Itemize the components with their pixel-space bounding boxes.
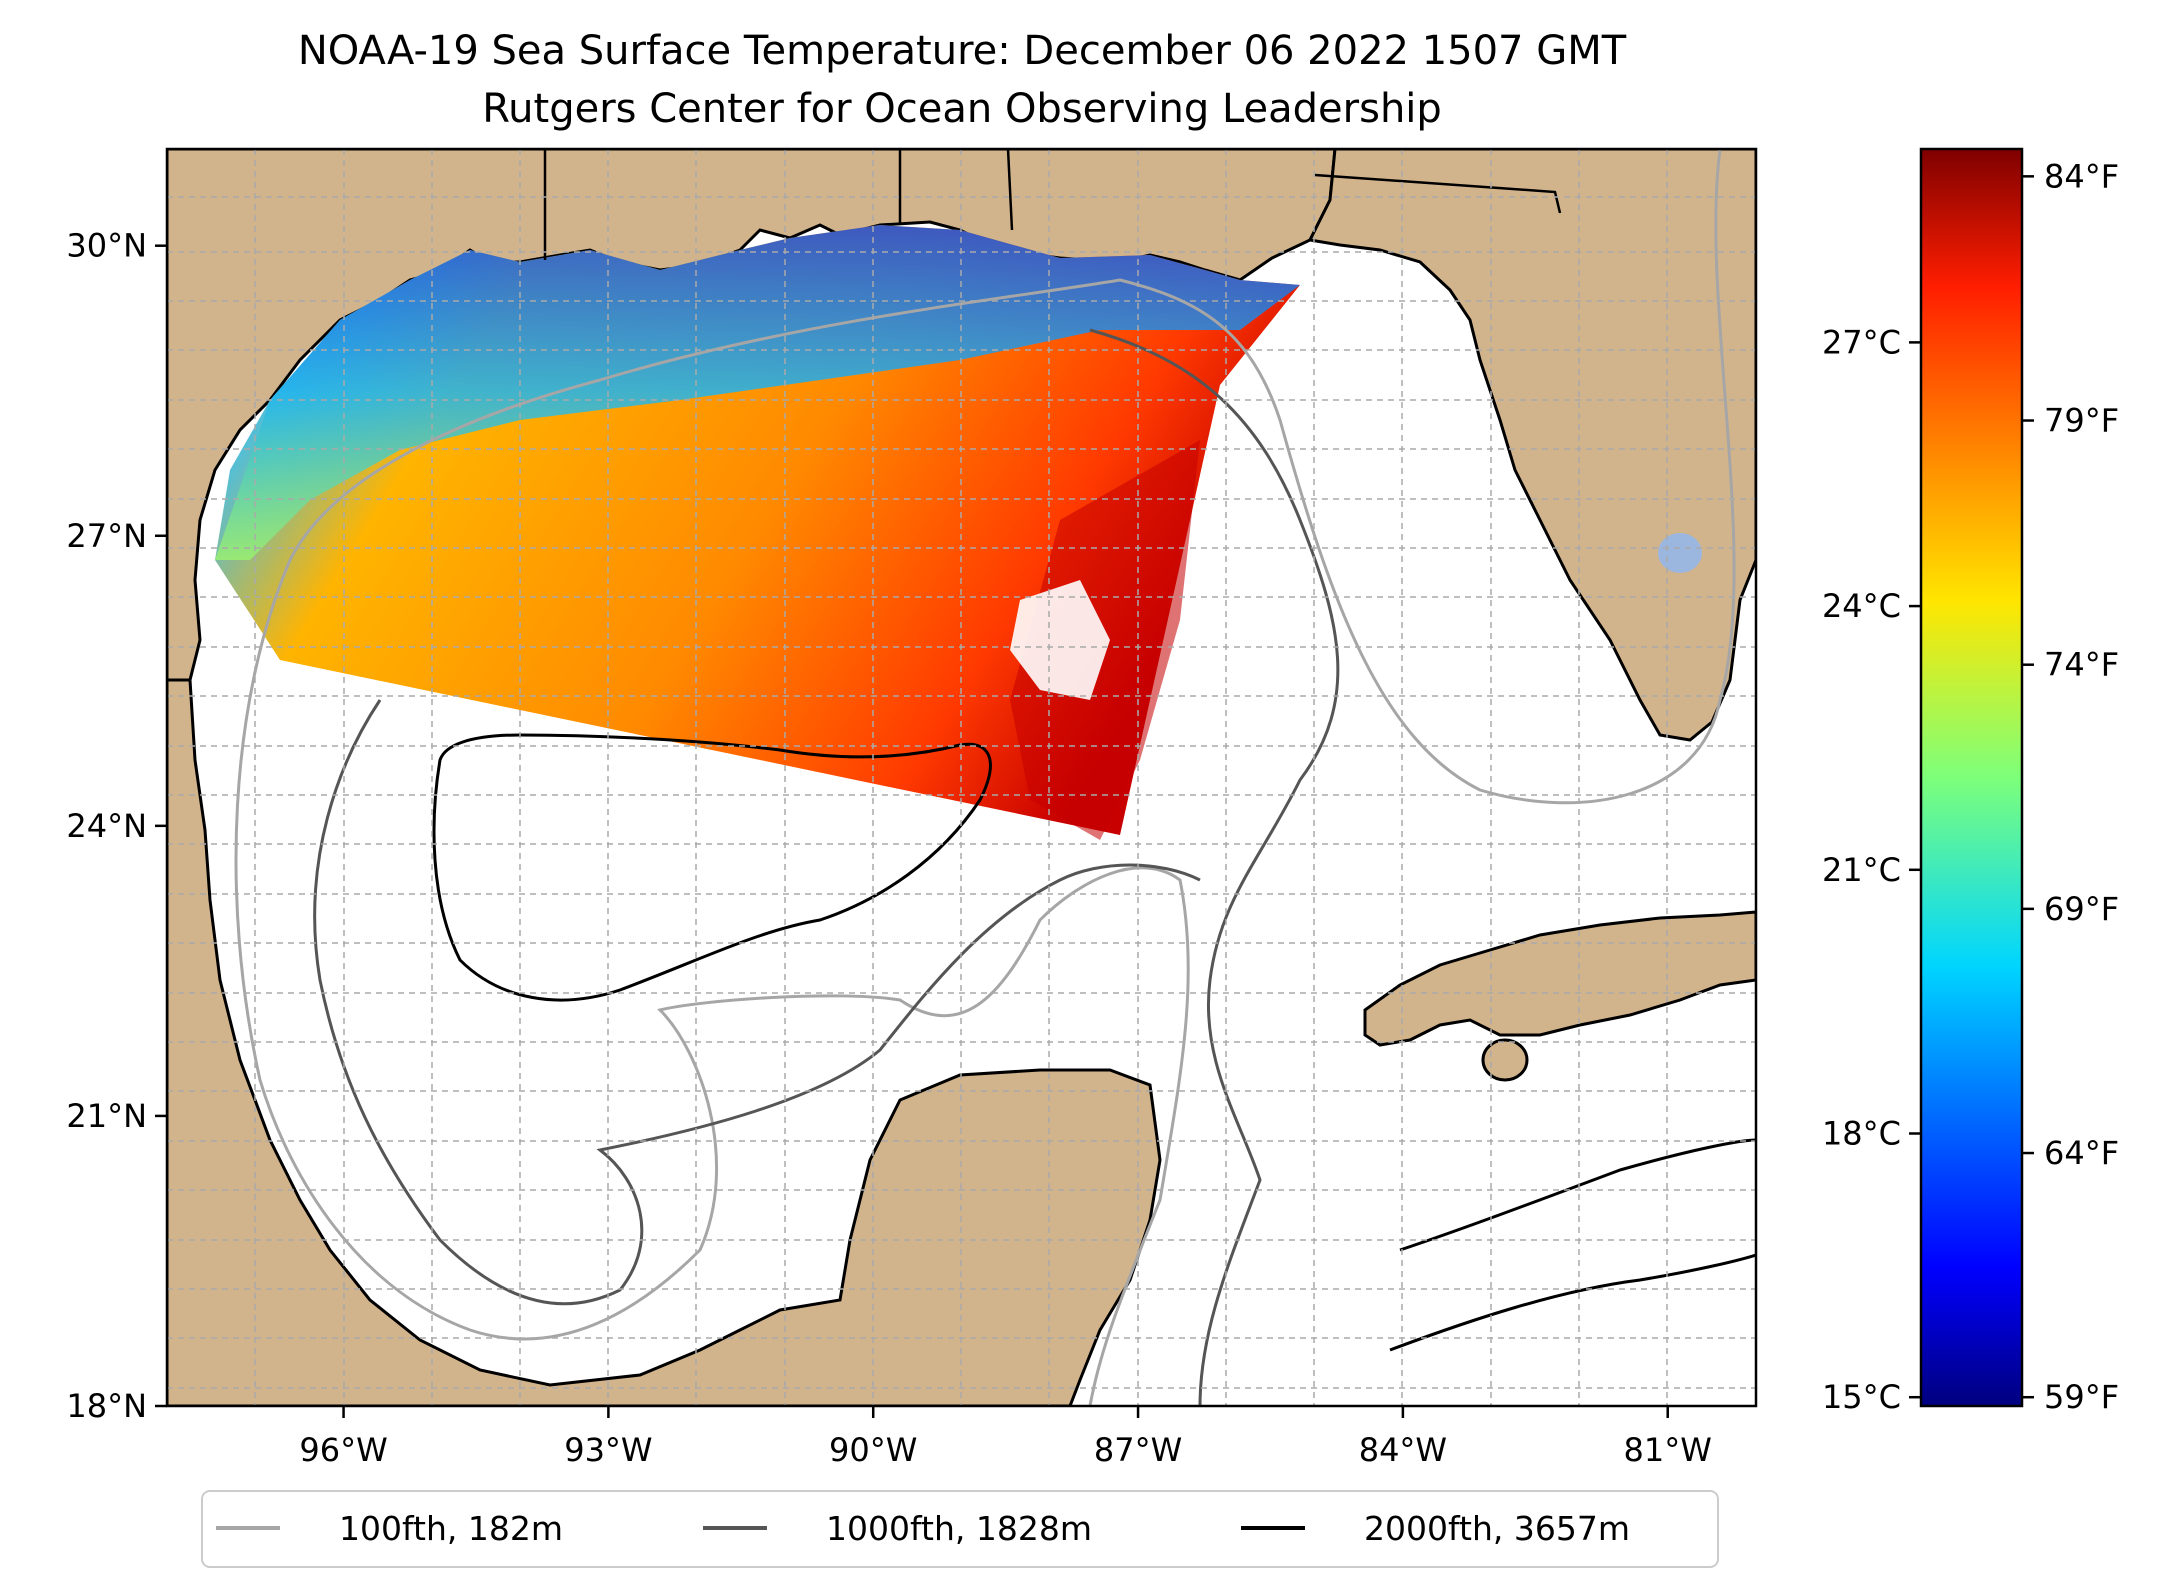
map-area [167,149,1756,1406]
x-tick-label: 96°W [299,1431,387,1469]
legend-label-1000fth: 1000fth, 1828m [826,1509,1092,1548]
colorbar-celsius-label: 24°C [1822,587,1901,625]
colorbar-celsius-label: 21°C [1822,851,1901,889]
colorbar-fahrenheit-label: 84°F [2044,157,2119,195]
lake-okeechobee [1658,533,1702,573]
isla-juventud-land [1481,1038,1529,1082]
colorbar-celsius-axis: 27°C 24°C 21°C 18°C 15°C [1822,323,1921,1416]
x-tick-label: 90°W [829,1431,917,1469]
y-tick-label: 21°N [66,1097,147,1135]
legend-label-2000fth: 2000fth, 3657m [1364,1509,1630,1548]
contour-1000fth [313,328,1340,1406]
florida-land [1307,149,1756,742]
y-axis: 30°N 27°N 24°N 21°N 18°N [66,227,167,1425]
legend-box [201,1490,1719,1568]
legend-label-100fth: 100fth, 182m [339,1509,563,1548]
map-frame [165,147,1758,1408]
chart-subtitle: Rutgers Center for Ocean Observing Leade… [482,86,1442,132]
sst-cloud-gap [1010,580,1110,700]
y-tick-label: 30°N [66,227,147,265]
colorbar-fahrenheit-label: 74°F [2044,646,2119,684]
x-tick-label: 81°W [1624,1431,1712,1469]
state-borders [543,149,1562,260]
x-tick-label: 93°W [564,1431,652,1469]
x-tick-label: 87°W [1094,1431,1182,1469]
colorbar-fahrenheit-label: 59°F [2044,1378,2119,1416]
colorbar-celsius-label: 18°C [1822,1115,1901,1153]
colorbar-celsius-label: 27°C [1822,323,1901,361]
y-tick-label: 18°N [66,1387,147,1425]
colorbar-fahrenheit-label: 64°F [2044,1134,2119,1172]
colorbar-fahrenheit-axis: 84°F 79°F 74°F 69°F 64°F 59°F [2022,157,2119,1416]
colorbar-celsius-label: 15°C [1822,1378,1901,1416]
contour-2000fth [432,733,1756,1352]
colorbar-fahrenheit-label: 79°F [2044,402,2119,440]
y-tick-label: 27°N [66,517,147,555]
colorbar-fahrenheit-label: 69°F [2044,890,2119,928]
gridlines [167,149,1756,1406]
sst-cold-coastal-band [215,225,1300,560]
x-axis: 96°W 93°W 90°W 87°W 84°W 81°W [299,1406,1712,1469]
x-tick-label: 84°W [1359,1431,1447,1469]
legend: 100fth, 182m 1000fth, 1828m 2000fth, 365… [201,1490,1719,1568]
contour-100fth [234,149,1736,1406]
colorbar [1919,147,2024,1408]
chart-title: NOAA-19 Sea Surface Temperature: Decembe… [298,28,1627,74]
y-tick-label: 24°N [66,807,147,845]
